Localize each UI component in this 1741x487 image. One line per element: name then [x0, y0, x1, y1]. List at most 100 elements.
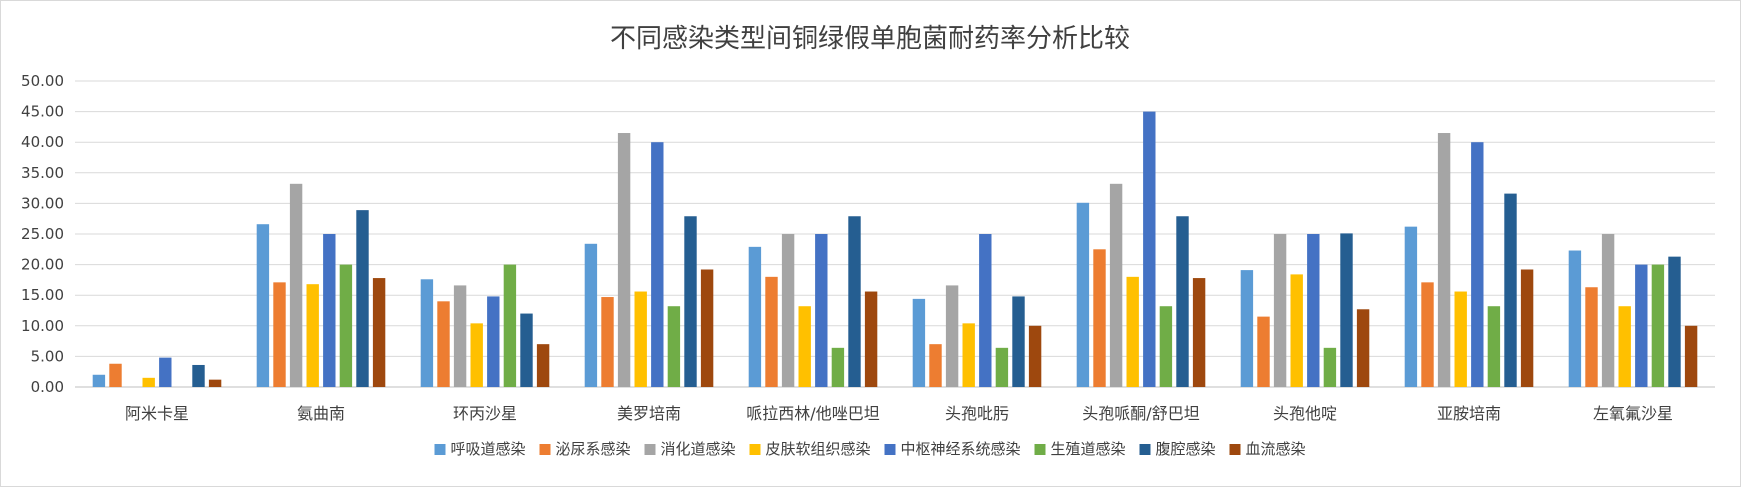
bar — [372, 278, 386, 387]
bar — [1126, 276, 1139, 387]
bar — [1404, 226, 1418, 387]
x-category-label: 环丙沙星 — [453, 404, 517, 423]
y-tick-label: 30.00 — [21, 194, 64, 212]
bar — [1257, 316, 1270, 387]
bar — [109, 363, 122, 387]
bar — [748, 246, 762, 387]
bar — [1109, 183, 1123, 387]
legend-swatch — [1229, 444, 1241, 455]
bar — [1454, 291, 1467, 387]
bar — [1421, 282, 1434, 387]
bar — [323, 234, 336, 387]
legend-label: 生殖道感染 — [1051, 440, 1126, 458]
bar — [1143, 111, 1156, 387]
bar — [1487, 306, 1501, 387]
legend-swatch — [539, 444, 551, 455]
bar — [208, 379, 222, 387]
bar — [289, 183, 303, 387]
legend-label: 呼吸道感染 — [451, 440, 526, 458]
bar — [503, 264, 517, 387]
bar — [1307, 234, 1320, 387]
x-category-label: 头孢哌酮/舒巴坦 — [1082, 404, 1199, 423]
bar — [1159, 306, 1173, 387]
bar — [339, 264, 353, 387]
bar — [1585, 287, 1598, 387]
bar — [1437, 133, 1451, 387]
x-category-label: 左氧氟沙星 — [1593, 404, 1673, 423]
legend-label: 中枢神经系统感染 — [901, 440, 1021, 458]
y-tick-label: 20.00 — [21, 256, 64, 274]
legend-swatch — [749, 444, 761, 455]
bar — [1635, 264, 1648, 387]
legend-label: 消化道感染 — [661, 440, 736, 458]
legend-swatch — [434, 444, 446, 455]
bar — [912, 298, 926, 387]
bar — [617, 133, 631, 387]
bar — [1290, 274, 1303, 387]
bar — [864, 291, 878, 387]
bar — [584, 243, 598, 387]
bar — [159, 357, 172, 387]
y-axis: 0.00 5.00 10.00 15.00 20.00 25.00 30.00 35.00 40… — [21, 72, 64, 396]
legend-swatch — [884, 444, 896, 455]
legend-label: 泌尿系感染 — [556, 440, 631, 458]
bar — [815, 234, 828, 387]
bar — [1601, 234, 1615, 387]
bar — [306, 284, 319, 387]
bar — [979, 234, 992, 387]
bar — [1471, 142, 1484, 387]
bar — [142, 377, 155, 387]
y-tick-label: 35.00 — [21, 164, 64, 182]
bar — [1651, 264, 1665, 387]
y-tick-label: 45.00 — [21, 103, 64, 121]
x-category-label: 美罗培南 — [617, 404, 681, 423]
bar — [781, 234, 795, 387]
bar — [192, 364, 205, 387]
x-category-label: 氨曲南 — [297, 404, 345, 423]
bar — [1273, 234, 1287, 387]
bar — [356, 210, 369, 387]
bar — [437, 301, 450, 387]
y-tick-label: 10.00 — [21, 317, 64, 335]
x-category-label: 阿米卡星 — [125, 404, 189, 423]
bar — [634, 291, 647, 387]
y-tick-label: 0.00 — [31, 378, 64, 396]
legend-label: 血流感染 — [1246, 440, 1306, 458]
bar — [1356, 309, 1370, 387]
y-tick-label: 5.00 — [31, 347, 64, 365]
legend-swatch — [644, 444, 656, 455]
y-tick-label: 15.00 — [21, 286, 64, 304]
bar — [1684, 325, 1698, 387]
bar — [831, 347, 845, 387]
bar — [798, 306, 811, 387]
x-category-label: 头孢他啶 — [1273, 404, 1337, 423]
bar — [848, 216, 861, 387]
x-category-label: 亚胺培南 — [1437, 404, 1501, 423]
y-tick-label: 40.00 — [21, 133, 64, 151]
bar — [536, 344, 550, 387]
bar — [995, 347, 1009, 387]
bar — [487, 296, 500, 387]
legend: 呼吸道感染 泌尿系感染 消化道感染 皮肤软组织感染 中枢神经系统感染 生殖道感染 腹腔感染 血… — [434, 440, 1306, 458]
bar — [1618, 306, 1631, 387]
bar — [945, 285, 959, 387]
bar — [1076, 202, 1090, 387]
bar — [1340, 233, 1353, 387]
x-category-label: 头孢吡肟 — [945, 404, 1009, 423]
bar — [765, 276, 778, 387]
bar — [1240, 270, 1254, 387]
legend-label: 腹腔感染 — [1156, 440, 1216, 458]
bar — [601, 297, 614, 387]
chart-title: 不同感染类型间铜绿假单胞菌耐药率分析比较 — [610, 24, 1130, 54]
bar — [453, 285, 467, 387]
bar — [92, 374, 106, 387]
x-category-label: 哌拉西林/他唑巴坦 — [746, 404, 879, 423]
bar — [651, 142, 664, 387]
bar — [1093, 249, 1106, 387]
bar — [470, 323, 483, 387]
bar — [256, 224, 270, 387]
bar — [1176, 216, 1189, 387]
bar — [420, 279, 434, 387]
